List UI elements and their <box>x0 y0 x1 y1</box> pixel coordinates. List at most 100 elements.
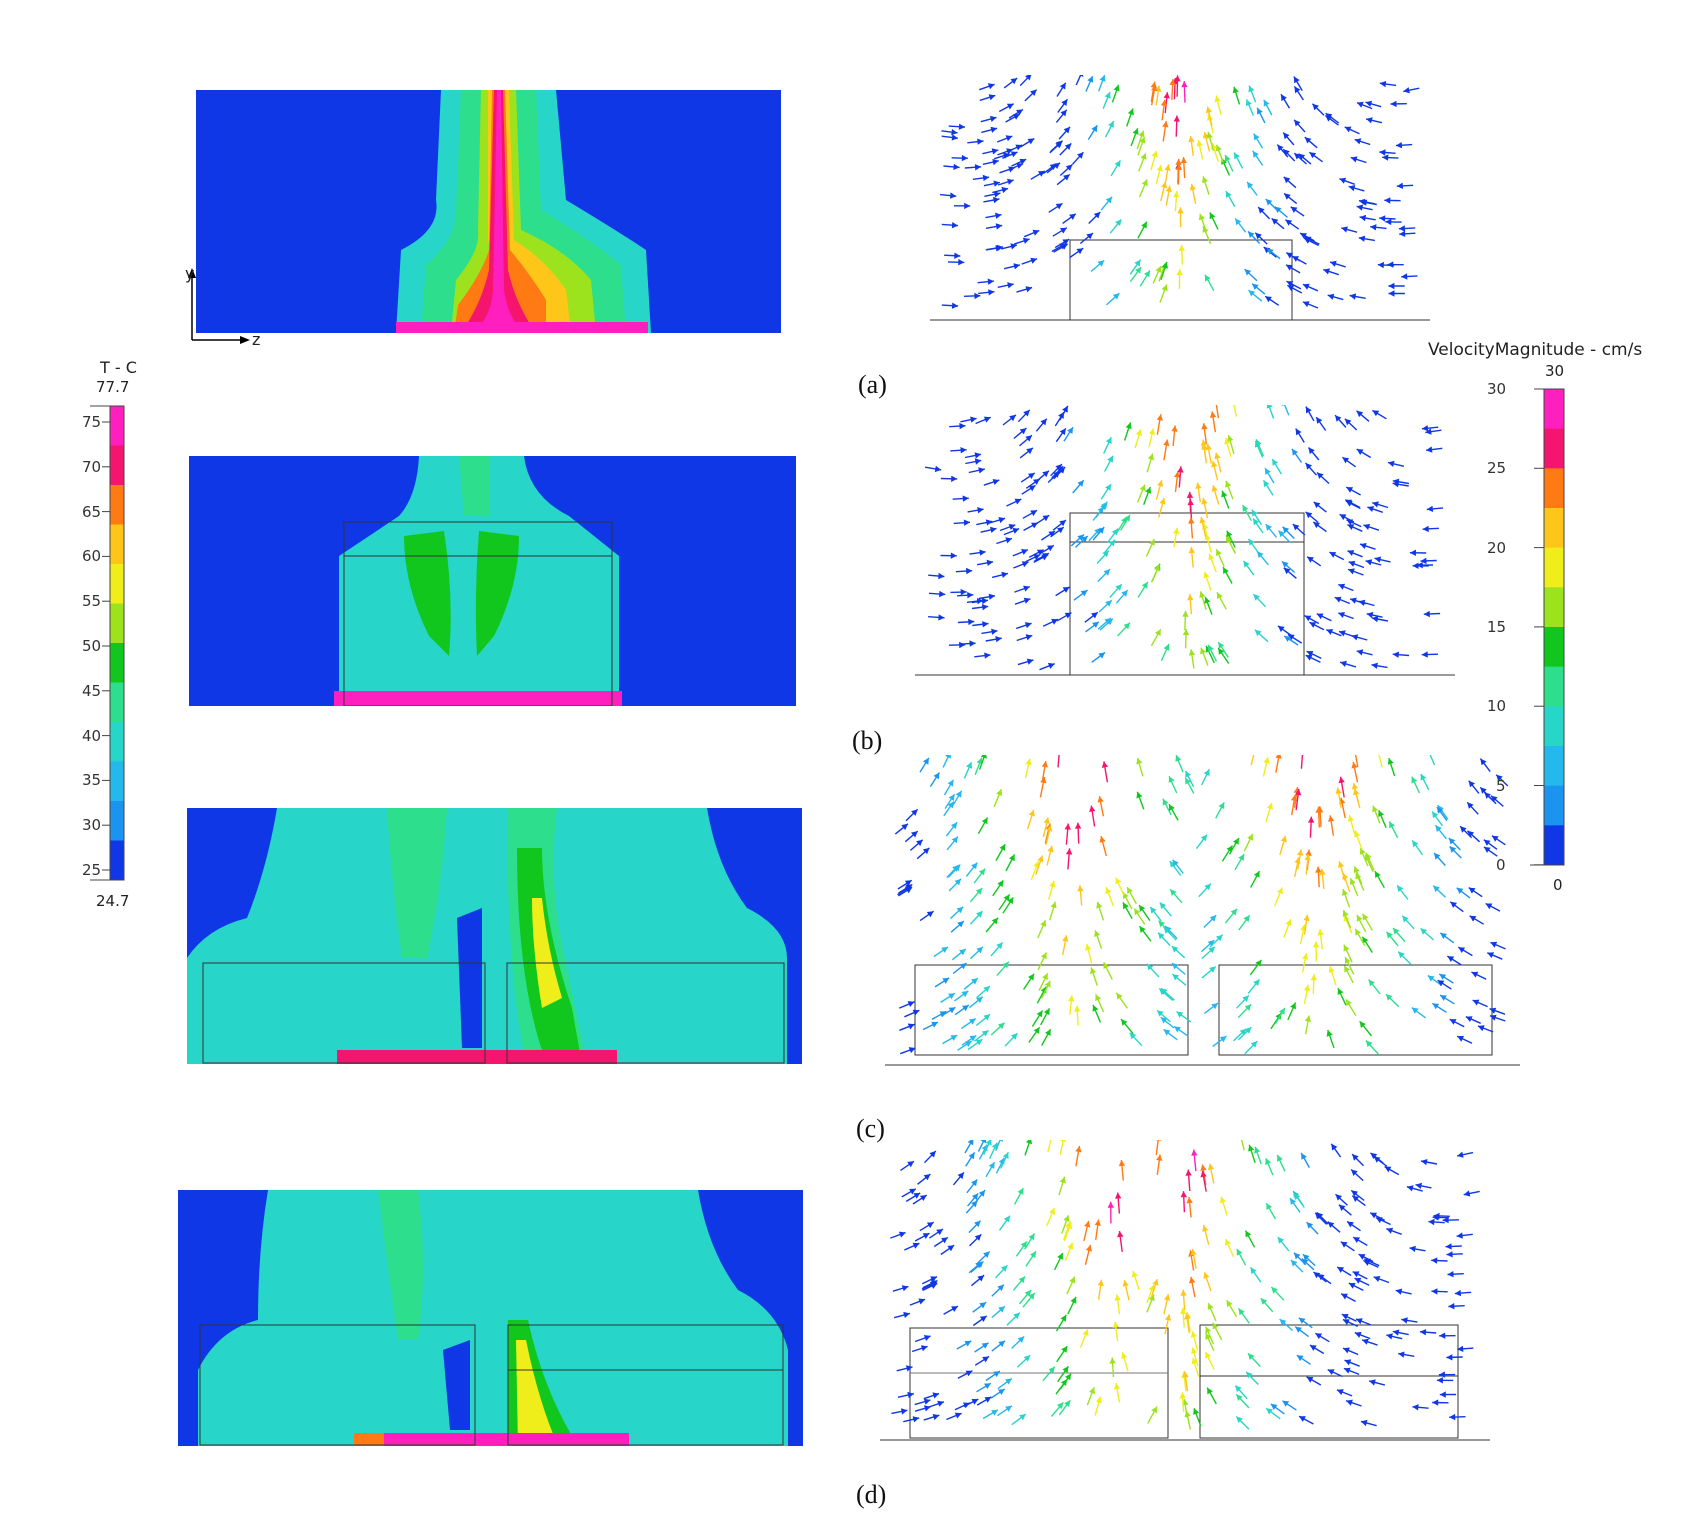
velocity-arrow-head <box>1296 1355 1304 1362</box>
velocity-arrow-head <box>1139 905 1146 912</box>
velocity-arrow-head <box>1236 1416 1243 1423</box>
velocity-arrow-head <box>1062 1366 1069 1374</box>
velocity-arrow-head <box>1327 1221 1335 1228</box>
velocity-arrow-head <box>1027 138 1035 145</box>
velocity-arrow-head <box>1315 806 1322 813</box>
velocity-arrow-head <box>1150 81 1157 89</box>
velocity-arrow-head <box>1154 564 1160 572</box>
velocity-arrow-head <box>1432 1399 1439 1406</box>
velocity-arrow-head <box>979 1315 987 1322</box>
velocity-arrow-head <box>1344 1359 1352 1366</box>
velocity-arrow-head <box>1151 150 1158 158</box>
velocity-arrow-head <box>1173 191 1180 198</box>
velocity-arrow-head <box>1244 1027 1252 1034</box>
velocity-arrow-head <box>1025 286 1033 293</box>
velocity-arrow-head <box>954 252 961 259</box>
velocity-arrow-head <box>1043 817 1050 824</box>
velocity-arrow-head <box>1328 966 1335 973</box>
velocity-arrow-head <box>1490 941 1498 948</box>
velocity-arrow-head <box>1178 244 1185 251</box>
velocity-arrow-head <box>934 465 942 473</box>
velocity-arrow-head <box>961 991 969 998</box>
velocity-arrow-head <box>912 1009 920 1016</box>
velocity-arrow-head <box>1050 901 1057 909</box>
velocity-arrow-head <box>1013 1312 1020 1320</box>
velocity-arrow-head <box>1173 115 1180 122</box>
velocity-arrow-head <box>1138 130 1145 138</box>
velocity-arrow-head <box>1201 497 1208 505</box>
velocity-arrow-shaft <box>1155 1140 1159 1156</box>
velocity-arrow-head <box>1379 149 1386 156</box>
velocity-arrow-head <box>1176 269 1183 276</box>
velocity-arrow-head <box>1077 480 1084 487</box>
velocity-arrow-head <box>1108 539 1116 547</box>
axis-y-label: y <box>185 264 195 283</box>
velocity-arrow-head <box>1396 182 1403 189</box>
velocity-arrow-head <box>982 174 990 182</box>
velocity-arrow-head <box>938 572 945 580</box>
velocity-arrow-head <box>1180 1307 1187 1314</box>
velocity-arrow-head <box>1176 1011 1184 1018</box>
velocity-arrow-head <box>1280 835 1287 843</box>
velocity-arrow-head <box>1307 816 1315 823</box>
velocity-arrow-head <box>1207 1163 1215 1171</box>
velocity-arrow-head <box>1204 597 1211 604</box>
velocity-arrow-head <box>1428 1218 1435 1226</box>
velocity-arrow-head <box>1395 1288 1403 1295</box>
velocity-arrow-head <box>1221 490 1228 498</box>
velocity-arrow-head <box>1357 101 1364 108</box>
velocity-arrow-head <box>1171 425 1178 432</box>
velocity-arrow-head <box>1114 1294 1121 1301</box>
velocity-arrow-head <box>1030 1251 1036 1259</box>
velocity-arrow-head <box>1253 518 1260 526</box>
velocity-arrow-head <box>1103 962 1110 969</box>
velocity-arrow-shaft <box>942 755 950 768</box>
velocity-arrow-head <box>1356 1318 1363 1325</box>
velocity-arrow-head <box>919 1195 927 1201</box>
velocity-arrow-head <box>993 196 1000 204</box>
velocity-arrow-head <box>923 1335 931 1341</box>
velocity-arrow-head <box>1337 861 1345 868</box>
velocity-arrow-head <box>1477 1025 1485 1032</box>
velocity-arrow-head <box>1454 1289 1462 1297</box>
velocity-arrow-head <box>954 878 961 886</box>
velocity-arrow-head <box>983 1014 991 1021</box>
velocity-arrow-head <box>991 1409 998 1416</box>
velocity-arrow-head <box>1272 459 1279 466</box>
velocity-arrow-head <box>975 888 983 895</box>
velocity-arrow-head <box>1007 282 1014 289</box>
velocity-arrow-head <box>950 822 958 829</box>
velocity-arrow-head <box>1395 142 1403 149</box>
velocity-colorbar-band <box>1544 389 1564 430</box>
velocity-arrow-head <box>1156 414 1163 421</box>
velocity-arrow-head <box>941 1237 948 1244</box>
velocity-arrow-head <box>1101 761 1109 768</box>
velocity-arrow-head <box>1152 1279 1159 1286</box>
velocity-arrow-head <box>937 1400 944 1407</box>
velocity-arrow-head <box>1390 100 1397 108</box>
velocity-arrow-head <box>901 823 908 831</box>
velocity-arrow-head <box>1225 480 1232 488</box>
velocity-arrow-head <box>1243 915 1250 922</box>
velocity-arrow-head <box>1294 86 1301 94</box>
velocity-arrow-head <box>951 129 958 136</box>
velocity-arrow-head <box>1207 1303 1214 1310</box>
velocity-arrow-head <box>1010 243 1017 250</box>
velocity-arrow-shaft <box>977 1140 985 1152</box>
velocity-arrow-head <box>1457 1035 1464 1042</box>
velocity-arrow-head <box>1286 281 1294 287</box>
velocity-arrow-head <box>912 1242 920 1249</box>
velocity-arrow-head <box>1353 1237 1360 1243</box>
velocity-arrow-head <box>1097 796 1104 803</box>
velocity-arrow-head <box>1017 1336 1025 1343</box>
velocity-arrow-head <box>1025 758 1032 766</box>
velocity-arrow-head <box>1077 152 1084 159</box>
velocity-arrow-head <box>905 1365 913 1372</box>
velocity-arrow-head <box>1421 425 1429 432</box>
velocity-arrow-head <box>911 831 918 838</box>
velocity-arrow-head <box>1069 213 1076 220</box>
velocity-arrow-head <box>1174 471 1181 478</box>
velocity-arrow-head <box>1384 1166 1392 1173</box>
velocity-arrow-head <box>1205 1326 1212 1334</box>
velocity-arrow-head <box>1163 1294 1171 1301</box>
